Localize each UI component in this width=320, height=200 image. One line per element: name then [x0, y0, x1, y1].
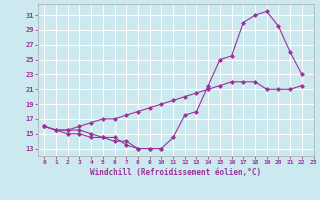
X-axis label: Windchill (Refroidissement éolien,°C): Windchill (Refroidissement éolien,°C) [91, 168, 261, 177]
